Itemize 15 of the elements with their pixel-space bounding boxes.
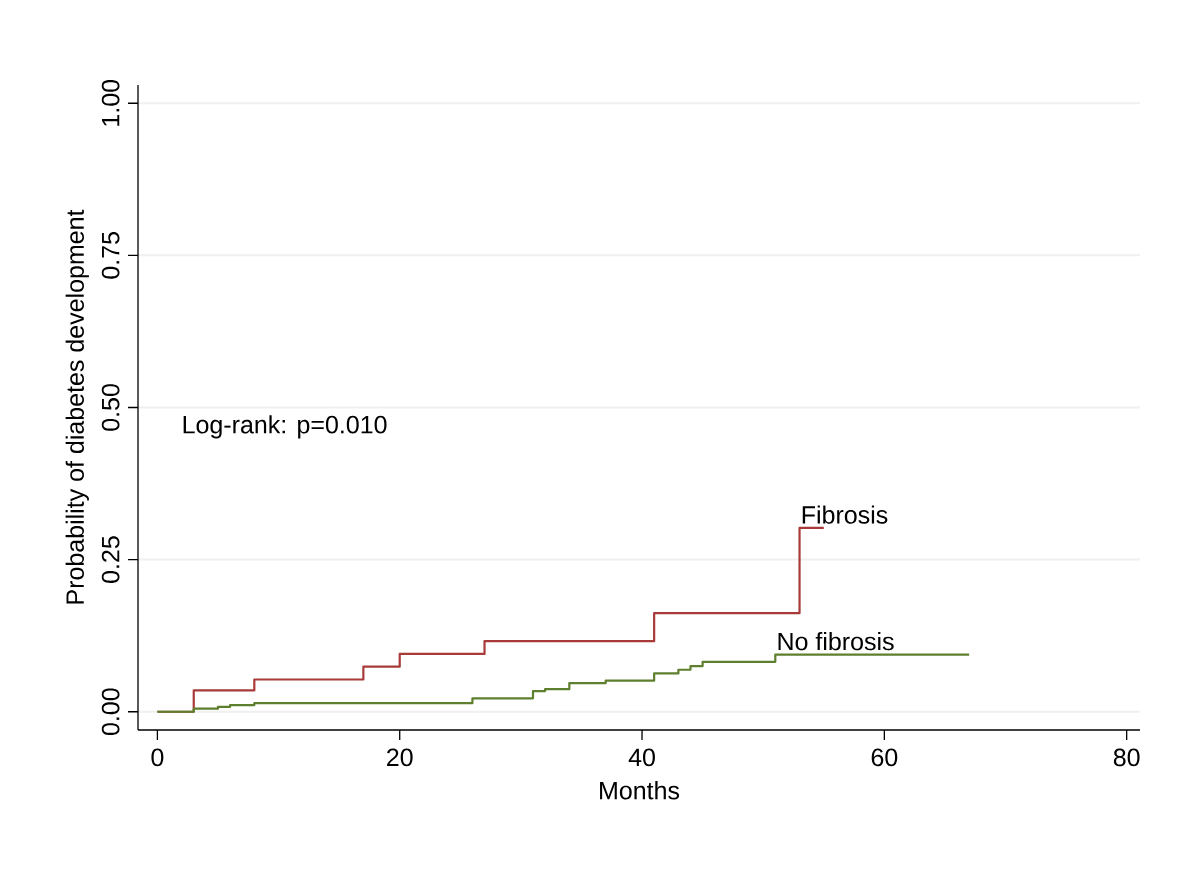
annotation: Log-rank: p=0.010 xyxy=(183,415,387,439)
x-tick-label: 40 xyxy=(628,748,655,767)
y-axis-title: Probability of diabetes development xyxy=(65,209,89,604)
series-label: Fibrosis xyxy=(802,505,888,524)
x-tick-label: 60 xyxy=(871,748,898,767)
x-tick-label: 20 xyxy=(387,748,413,767)
x-tick-label: 80 xyxy=(1113,748,1140,767)
y-tick-label: 1.00 xyxy=(101,79,120,126)
x-tick-label: 0 xyxy=(151,748,164,767)
y-tick-label: 0.00 xyxy=(101,688,120,736)
x-axis-title: Months xyxy=(600,781,680,800)
series-label: No fibrosis xyxy=(778,631,894,651)
y-tick-label: 0.25 xyxy=(101,536,120,583)
y-tick-label: 0.50 xyxy=(101,384,120,431)
y-tick-label: 0.75 xyxy=(101,232,120,279)
